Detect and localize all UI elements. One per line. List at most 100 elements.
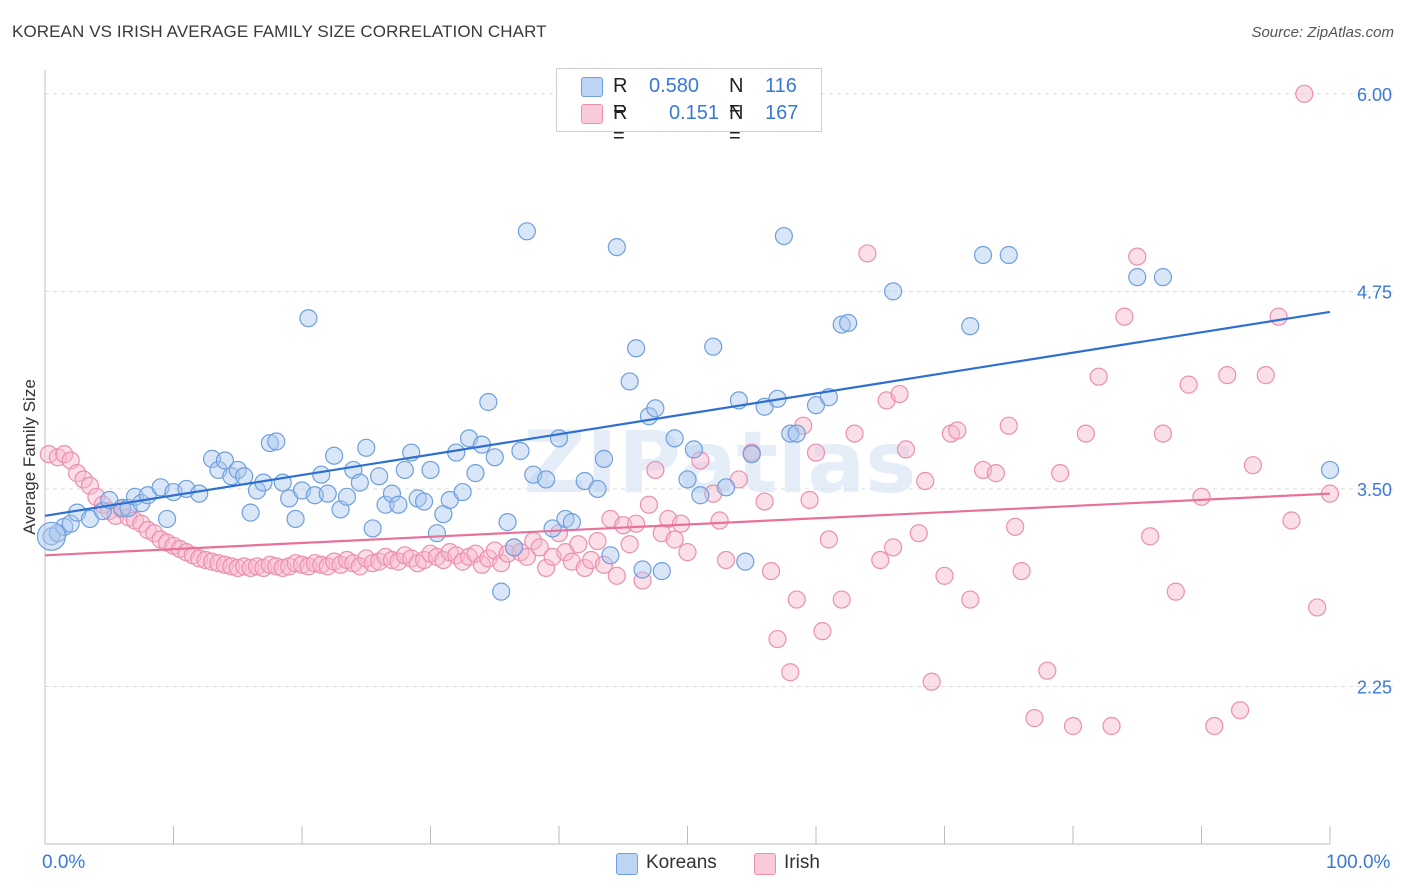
korean-point: [1128, 268, 1147, 287]
irish-point: [1063, 716, 1083, 736]
korean-point: [241, 503, 260, 522]
korean-point: [787, 424, 806, 443]
irish-point: [1076, 424, 1095, 443]
irish-point: [1025, 708, 1044, 728]
irish-point: [1006, 517, 1025, 536]
korean-point: [498, 513, 517, 532]
korean-point: [190, 484, 209, 503]
korean-point: [286, 509, 305, 529]
korean-point: [414, 492, 434, 511]
korean-point: [421, 460, 440, 480]
irish-point: [1102, 716, 1121, 736]
korean-point: [633, 560, 652, 579]
irish-point: [832, 590, 851, 609]
irish-point: [896, 440, 916, 459]
irish-point: [1295, 84, 1314, 103]
korean-point: [350, 473, 369, 492]
korean-point: [832, 315, 851, 334]
korean-point: [363, 519, 382, 538]
korean-point: [742, 445, 761, 464]
korean-point: [453, 482, 472, 502]
korean-point: [626, 339, 646, 358]
korean-point: [839, 313, 858, 333]
korean-point: [299, 309, 318, 328]
irish-r-label: R =: [613, 102, 628, 147]
irish-point: [569, 535, 588, 554]
korean-point: [665, 429, 684, 448]
korean-point: [504, 538, 524, 557]
irish-point: [241, 558, 260, 578]
irish-point: [813, 622, 832, 641]
irish-point: [1153, 424, 1173, 443]
korean-point: [466, 464, 485, 483]
korean-point: [716, 478, 736, 497]
irish-point: [1179, 375, 1198, 394]
korean-point: [543, 519, 562, 538]
korean-point: [594, 449, 614, 468]
korean-point: [325, 446, 344, 465]
irish-point: [1205, 716, 1224, 736]
source-label: Source: ZipAtlas.com: [1251, 24, 1394, 41]
korean-point: [427, 524, 447, 543]
irish-point: [1089, 367, 1108, 386]
irish-point: [1038, 661, 1057, 680]
irish-point: [1243, 456, 1263, 475]
irish-legend-label: Irish: [784, 852, 820, 873]
korean-point: [312, 465, 331, 484]
irish-trendline: [44, 492, 1331, 557]
irish-point: [1282, 511, 1301, 530]
irish-point: [858, 244, 877, 263]
irish-point: [999, 416, 1018, 435]
korean-point: [781, 424, 800, 443]
korean-point: [678, 470, 697, 489]
korean-point: [157, 509, 177, 529]
irish-point: [626, 514, 646, 533]
korean-point: [588, 479, 607, 499]
y-tick-label: 3.50: [1357, 480, 1392, 500]
irish-point: [1192, 487, 1211, 506]
korean-point: [736, 552, 755, 571]
korean-point: [562, 513, 581, 532]
korean-point: [620, 372, 639, 391]
irish-point: [588, 531, 607, 551]
y-tick-label: 6.00: [1357, 85, 1392, 105]
irish-point: [1269, 307, 1288, 326]
irish-point: [1051, 464, 1070, 483]
irish-point: [890, 384, 909, 404]
irish-point: [716, 550, 736, 570]
korean-point: [267, 432, 286, 451]
korean-point: [999, 245, 1018, 265]
irish-point: [1115, 307, 1134, 326]
irish-n-label: N =: [729, 102, 744, 147]
irish-point: [222, 557, 241, 576]
y-tick-label: 4.75: [1357, 282, 1392, 302]
irish-n-value: 167: [765, 102, 799, 124]
irish-point: [883, 538, 903, 557]
korean-point: [961, 317, 980, 336]
korean-point: [485, 448, 504, 467]
irish-point: [594, 555, 614, 574]
irish-point: [235, 557, 254, 576]
korean-point: [370, 467, 389, 486]
stats-legend: R = 0.580 N = 116 R = 0.151 N = 167: [556, 68, 822, 147]
koreans-legend-label: Koreans: [646, 852, 717, 873]
irish-point: [1218, 366, 1237, 385]
irish-point: [986, 464, 1006, 483]
irish-point: [800, 490, 819, 510]
irish-point: [691, 451, 710, 470]
irish-point: [639, 495, 659, 514]
korean-trendline: [44, 310, 1331, 517]
irish-point: [781, 663, 800, 682]
irish-point: [1012, 561, 1031, 581]
irish-point: [768, 629, 787, 649]
korean-point: [260, 433, 279, 453]
irish-point: [787, 590, 806, 609]
chart-title: KOREAN VS IRISH AVERAGE FAMILY SIZE CORR…: [12, 22, 547, 41]
korean-point: [973, 245, 993, 265]
irish-point: [819, 530, 838, 549]
y-axis-label: Average Family Size: [20, 379, 39, 535]
korean-point: [691, 486, 710, 505]
irish-point: [1140, 527, 1160, 546]
koreans-swatch: [581, 77, 603, 97]
